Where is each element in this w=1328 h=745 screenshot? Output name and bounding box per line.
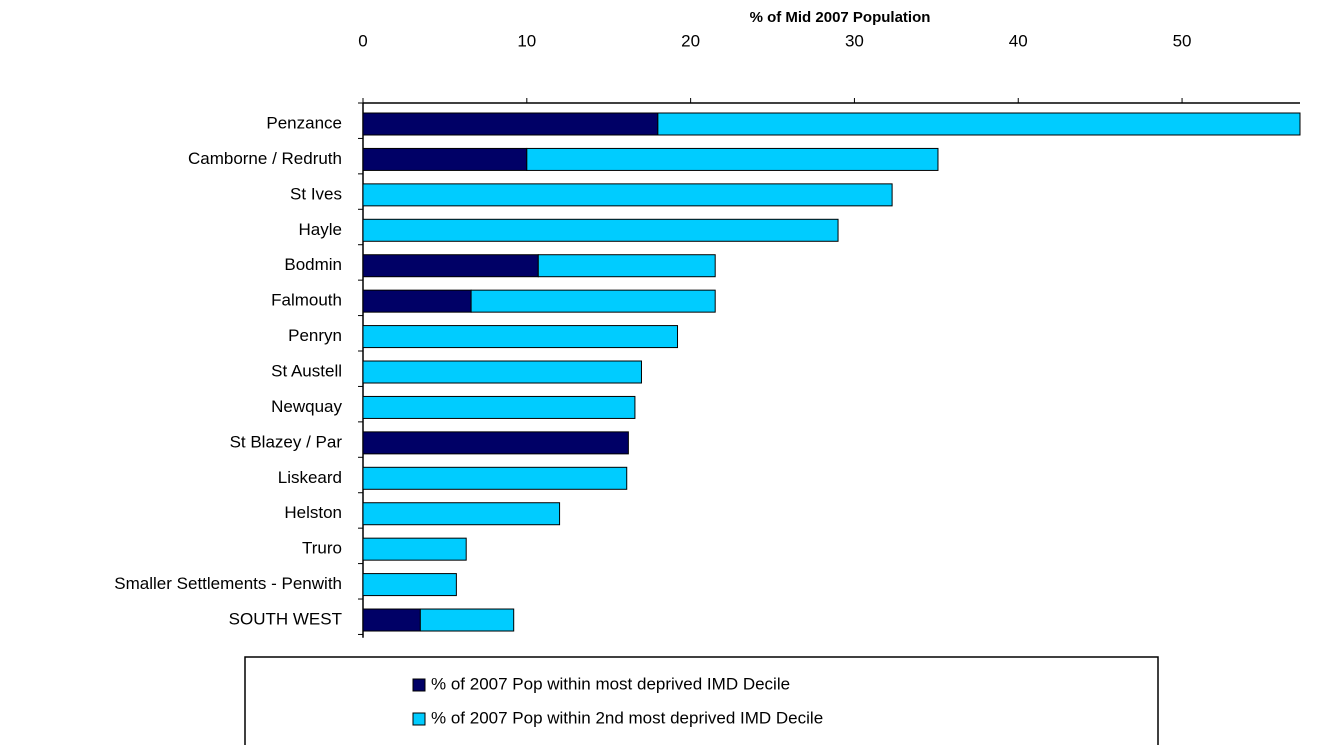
y-tick-label: Penzance bbox=[266, 113, 342, 132]
bar bbox=[362, 112, 659, 136]
bar bbox=[537, 254, 716, 278]
bar bbox=[362, 608, 421, 632]
x-tick-label: 40 bbox=[1009, 31, 1028, 50]
y-tick-label: Bodmin bbox=[284, 255, 342, 274]
bar bbox=[362, 431, 629, 455]
bar bbox=[362, 395, 636, 419]
bar bbox=[362, 218, 839, 242]
legend-swatch bbox=[412, 712, 426, 726]
x-tick-label: 0 bbox=[358, 31, 367, 50]
bar bbox=[362, 254, 539, 278]
bar bbox=[657, 112, 1301, 136]
x-tick-label: 10 bbox=[517, 31, 536, 50]
y-tick-label: Newquay bbox=[271, 397, 342, 416]
y-tick-label: Helston bbox=[284, 503, 342, 522]
legend-label: % of 2007 Pop within most deprived IMD D… bbox=[431, 674, 790, 693]
legend-box bbox=[244, 656, 1159, 745]
bar bbox=[362, 325, 679, 349]
bar bbox=[526, 147, 939, 171]
y-tick-label: Truro bbox=[302, 539, 342, 558]
y-tick-label: Camborne / Redruth bbox=[188, 149, 342, 168]
y-tick-label: St Blazey / Par bbox=[230, 432, 343, 451]
legend-swatch bbox=[412, 678, 426, 692]
y-tick-label: SOUTH WEST bbox=[229, 610, 342, 629]
y-tick-label: Liskeard bbox=[278, 468, 342, 487]
bar bbox=[362, 183, 893, 207]
y-tick-label: Hayle bbox=[299, 220, 342, 239]
bar bbox=[362, 502, 561, 526]
x-tick-label: 50 bbox=[1173, 31, 1192, 50]
y-tick-label: Falmouth bbox=[271, 291, 342, 310]
x-tick-label: 30 bbox=[845, 31, 864, 50]
bar bbox=[362, 466, 628, 490]
bar bbox=[362, 360, 642, 384]
bar bbox=[419, 608, 515, 632]
bar bbox=[362, 147, 528, 171]
x-tick-label: 20 bbox=[681, 31, 700, 50]
y-tick-label: St Ives bbox=[290, 184, 342, 203]
y-tick-label: Penryn bbox=[288, 326, 342, 345]
bar bbox=[362, 289, 472, 313]
y-tick-label: St Austell bbox=[271, 361, 342, 380]
y-tick-label: Smaller Settlements - Penwith bbox=[114, 574, 342, 593]
bar bbox=[470, 289, 716, 313]
bar bbox=[362, 573, 457, 597]
bar bbox=[362, 537, 467, 561]
chart-title: % of Mid 2007 Population bbox=[750, 9, 931, 26]
legend-label: % of 2007 Pop within 2nd most deprived I… bbox=[431, 708, 823, 727]
